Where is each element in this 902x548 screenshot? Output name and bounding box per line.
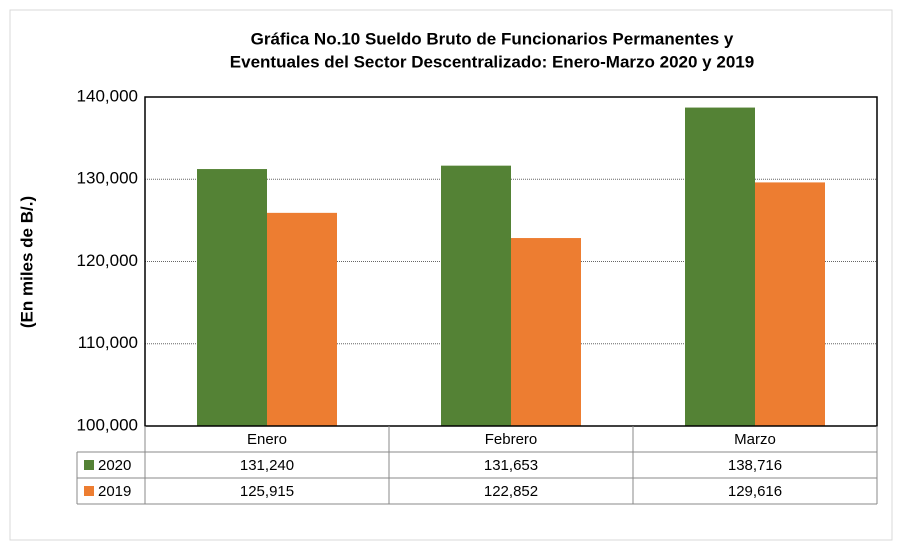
x-tick-label: Febrero [485,431,538,448]
y-axis-label: (En miles de B/.) [17,196,36,328]
chart-title: Gráfica No.10 Sueldo Bruto de Funcionari… [251,29,734,48]
bar [441,165,511,427]
legend-key [84,486,94,496]
data-label: 138,716 [728,457,782,474]
bar [197,169,267,426]
y-tick-label: 110,000 [78,333,138,352]
x-tick-label: Enero [247,431,287,448]
data-label: 122,852 [484,483,538,500]
data-label: 129,616 [728,483,782,500]
y-tick-label: 100,000 [77,415,138,434]
y-tick-label: 140,000 [77,86,138,105]
legend-label: 2019 [98,483,131,500]
bar [685,107,755,426]
bar [511,238,581,426]
x-tick-label: Marzo [734,431,776,448]
legend-label: 2020 [98,457,131,474]
legend-key [84,460,94,470]
y-tick-label: 130,000 [77,169,138,188]
chart-title: Eventuales del Sector Descentralizado: E… [230,52,754,71]
data-label: 125,915 [240,483,294,500]
bar [267,212,337,426]
plot-area [144,96,878,427]
bar [755,182,825,426]
y-tick-label: 120,000 [77,251,138,270]
data-label: 131,240 [240,457,294,474]
data-label: 131,653 [484,457,538,474]
